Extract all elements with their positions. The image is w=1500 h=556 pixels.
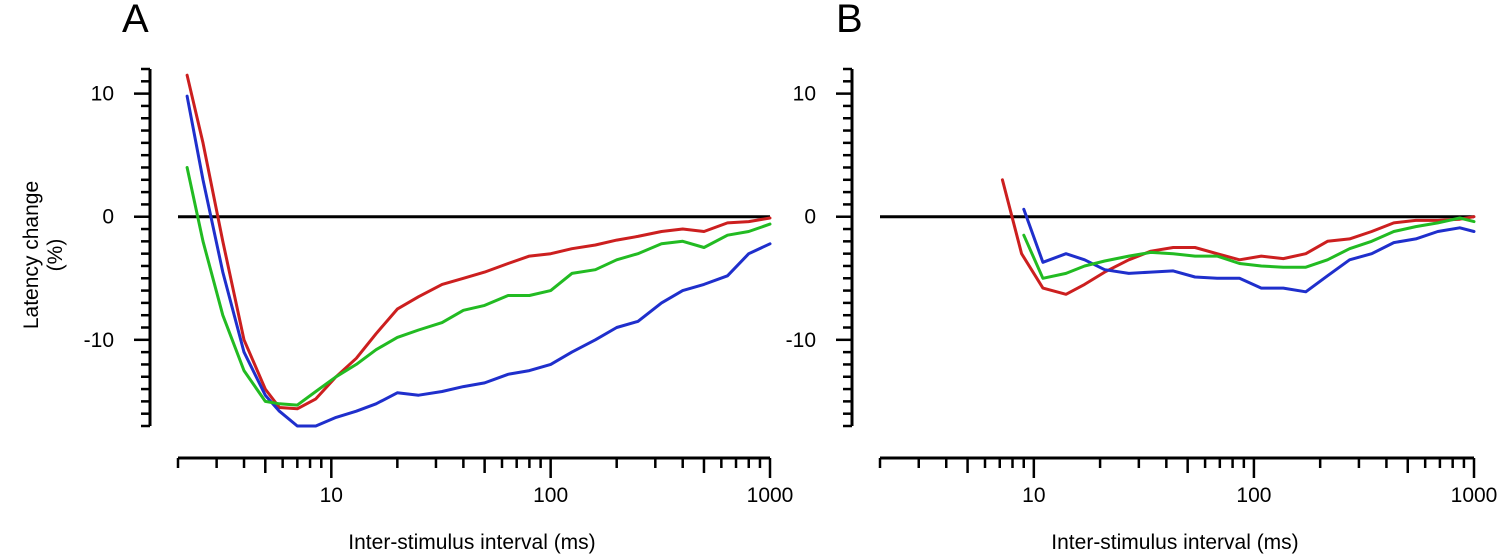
x-tick-label: 10	[1022, 484, 1045, 507]
panel-letter-b: B	[836, 0, 863, 41]
y-tick-label: -10	[84, 329, 114, 352]
y-tick-label: 0	[102, 206, 114, 229]
y-tick-label: 10	[793, 83, 816, 106]
series-line-red	[185, 73, 772, 411]
series-line-green	[185, 166, 772, 407]
y-tick-label: 10	[91, 83, 114, 106]
y-axis-title: Latency change	[20, 181, 43, 329]
x-tick-label: 1000	[747, 484, 794, 507]
y-tick-label: 0	[804, 206, 816, 229]
x-tick-label: 100	[1236, 484, 1271, 507]
y-axis-unit: (%)	[44, 239, 67, 272]
y-tick-label: -10	[786, 329, 816, 352]
panel-letter-a: A	[122, 0, 149, 41]
series-line-red	[1000, 178, 1476, 296]
panel-a: A Latency change (%) Inter-stimulus inte…	[20, 0, 793, 554]
x-axis-title: Inter-stimulus interval (ms)	[348, 531, 595, 554]
x-tick-label: 1000	[1451, 484, 1498, 507]
x-axis-title: Inter-stimulus interval (ms)	[1051, 531, 1298, 554]
x-tick-label: 100	[533, 484, 568, 507]
series-line-blue	[185, 94, 772, 428]
x-tick-label: 10	[320, 484, 343, 507]
series-line-green	[1022, 216, 1476, 280]
